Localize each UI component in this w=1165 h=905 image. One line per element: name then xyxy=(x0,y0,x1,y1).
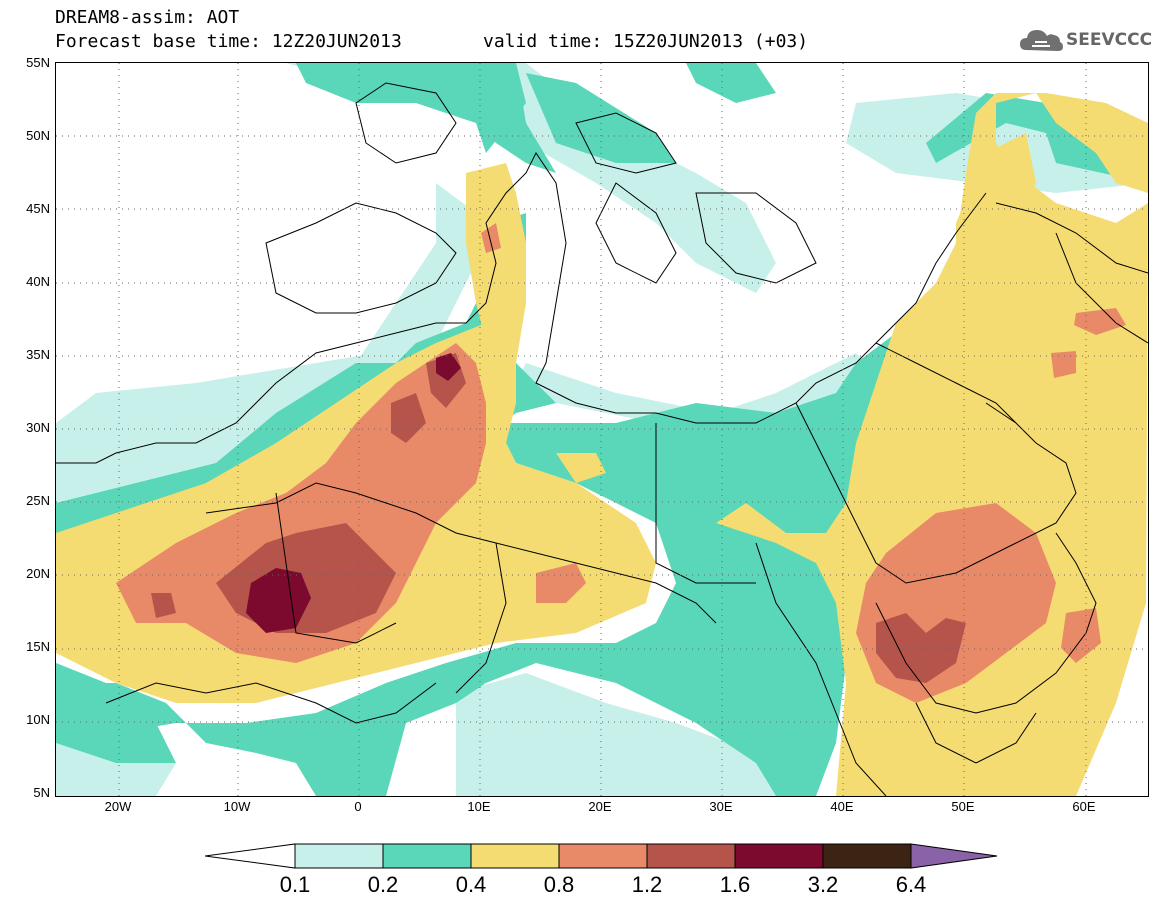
colorbar-label-0.2: 0.2 xyxy=(367,872,399,897)
colorbar-label-1.2: 1.2 xyxy=(631,872,663,897)
lon-label-60e: 60E xyxy=(1072,799,1096,814)
lat-label-55n: 55N xyxy=(26,55,50,70)
aot-field-map xyxy=(56,63,1148,796)
colorbar-segment-1.2 xyxy=(646,843,736,869)
seevccc-logo: SEEVCCC xyxy=(1018,24,1153,58)
lon-label-20w: 20W xyxy=(104,799,132,814)
colorbar-segment-0.8 xyxy=(558,843,648,869)
aot-class-1.6-3.2 xyxy=(246,353,461,633)
lat-label-5n: 5N xyxy=(33,785,50,800)
lat-label-30n: 30N xyxy=(26,420,50,435)
lat-label-45n: 45N xyxy=(26,201,50,216)
valid-time: valid time: 15Z20JUN2013 (+03) xyxy=(483,31,809,52)
lat-label-10n: 10N xyxy=(26,712,50,727)
cloud-icon xyxy=(1020,30,1063,51)
map-title: DREAM8-assim: AOT xyxy=(55,7,240,28)
lon-label-30e: 30E xyxy=(709,799,733,814)
colorbar-label-0.8: 0.8 xyxy=(543,872,575,897)
colorbar-label-0.4: 0.4 xyxy=(455,872,487,897)
lon-label-0: 0 xyxy=(354,799,362,814)
lon-label-20e: 20E xyxy=(588,799,612,814)
lat-label-35n: 35N xyxy=(26,347,50,362)
colorbar-segment-3.2 xyxy=(822,843,912,869)
graticule xyxy=(56,63,1148,796)
lat-label-25n: 25N xyxy=(26,493,50,508)
lat-label-20n: 20N xyxy=(26,566,50,581)
colorbar-segment-above xyxy=(910,843,998,869)
lat-label-50n: 50N xyxy=(26,128,50,143)
logo-text: SEEVCCC xyxy=(1066,30,1153,50)
lat-label-15n: 15N xyxy=(26,639,50,654)
lon-label-40e: 40E xyxy=(830,799,854,814)
forecast-base-time: Forecast base time: 12Z20JUN2013 xyxy=(55,31,402,52)
colorbar-label-3.2: 3.2 xyxy=(807,872,839,897)
colorbar-segment-below xyxy=(205,843,296,869)
lon-label-10w: 10W xyxy=(223,799,251,814)
colorbar-label-0.1: 0.1 xyxy=(279,872,311,897)
aot-colorbar xyxy=(205,843,998,869)
colorbar-segment-0.4 xyxy=(470,843,560,869)
colorbar-label-1.6: 1.6 xyxy=(719,872,751,897)
colorbar-segment-1.6 xyxy=(734,843,824,869)
colorbar-segment-0.1 xyxy=(294,843,384,869)
aot-map xyxy=(55,62,1149,797)
lon-label-50e: 50E xyxy=(951,799,975,814)
country-borders xyxy=(56,82,1148,796)
colorbar-label-6.4: 6.4 xyxy=(895,872,927,897)
lon-label-10e: 10E xyxy=(467,799,491,814)
lat-label-40n: 40N xyxy=(26,274,50,289)
colorbar-segment-0.2 xyxy=(382,843,472,869)
